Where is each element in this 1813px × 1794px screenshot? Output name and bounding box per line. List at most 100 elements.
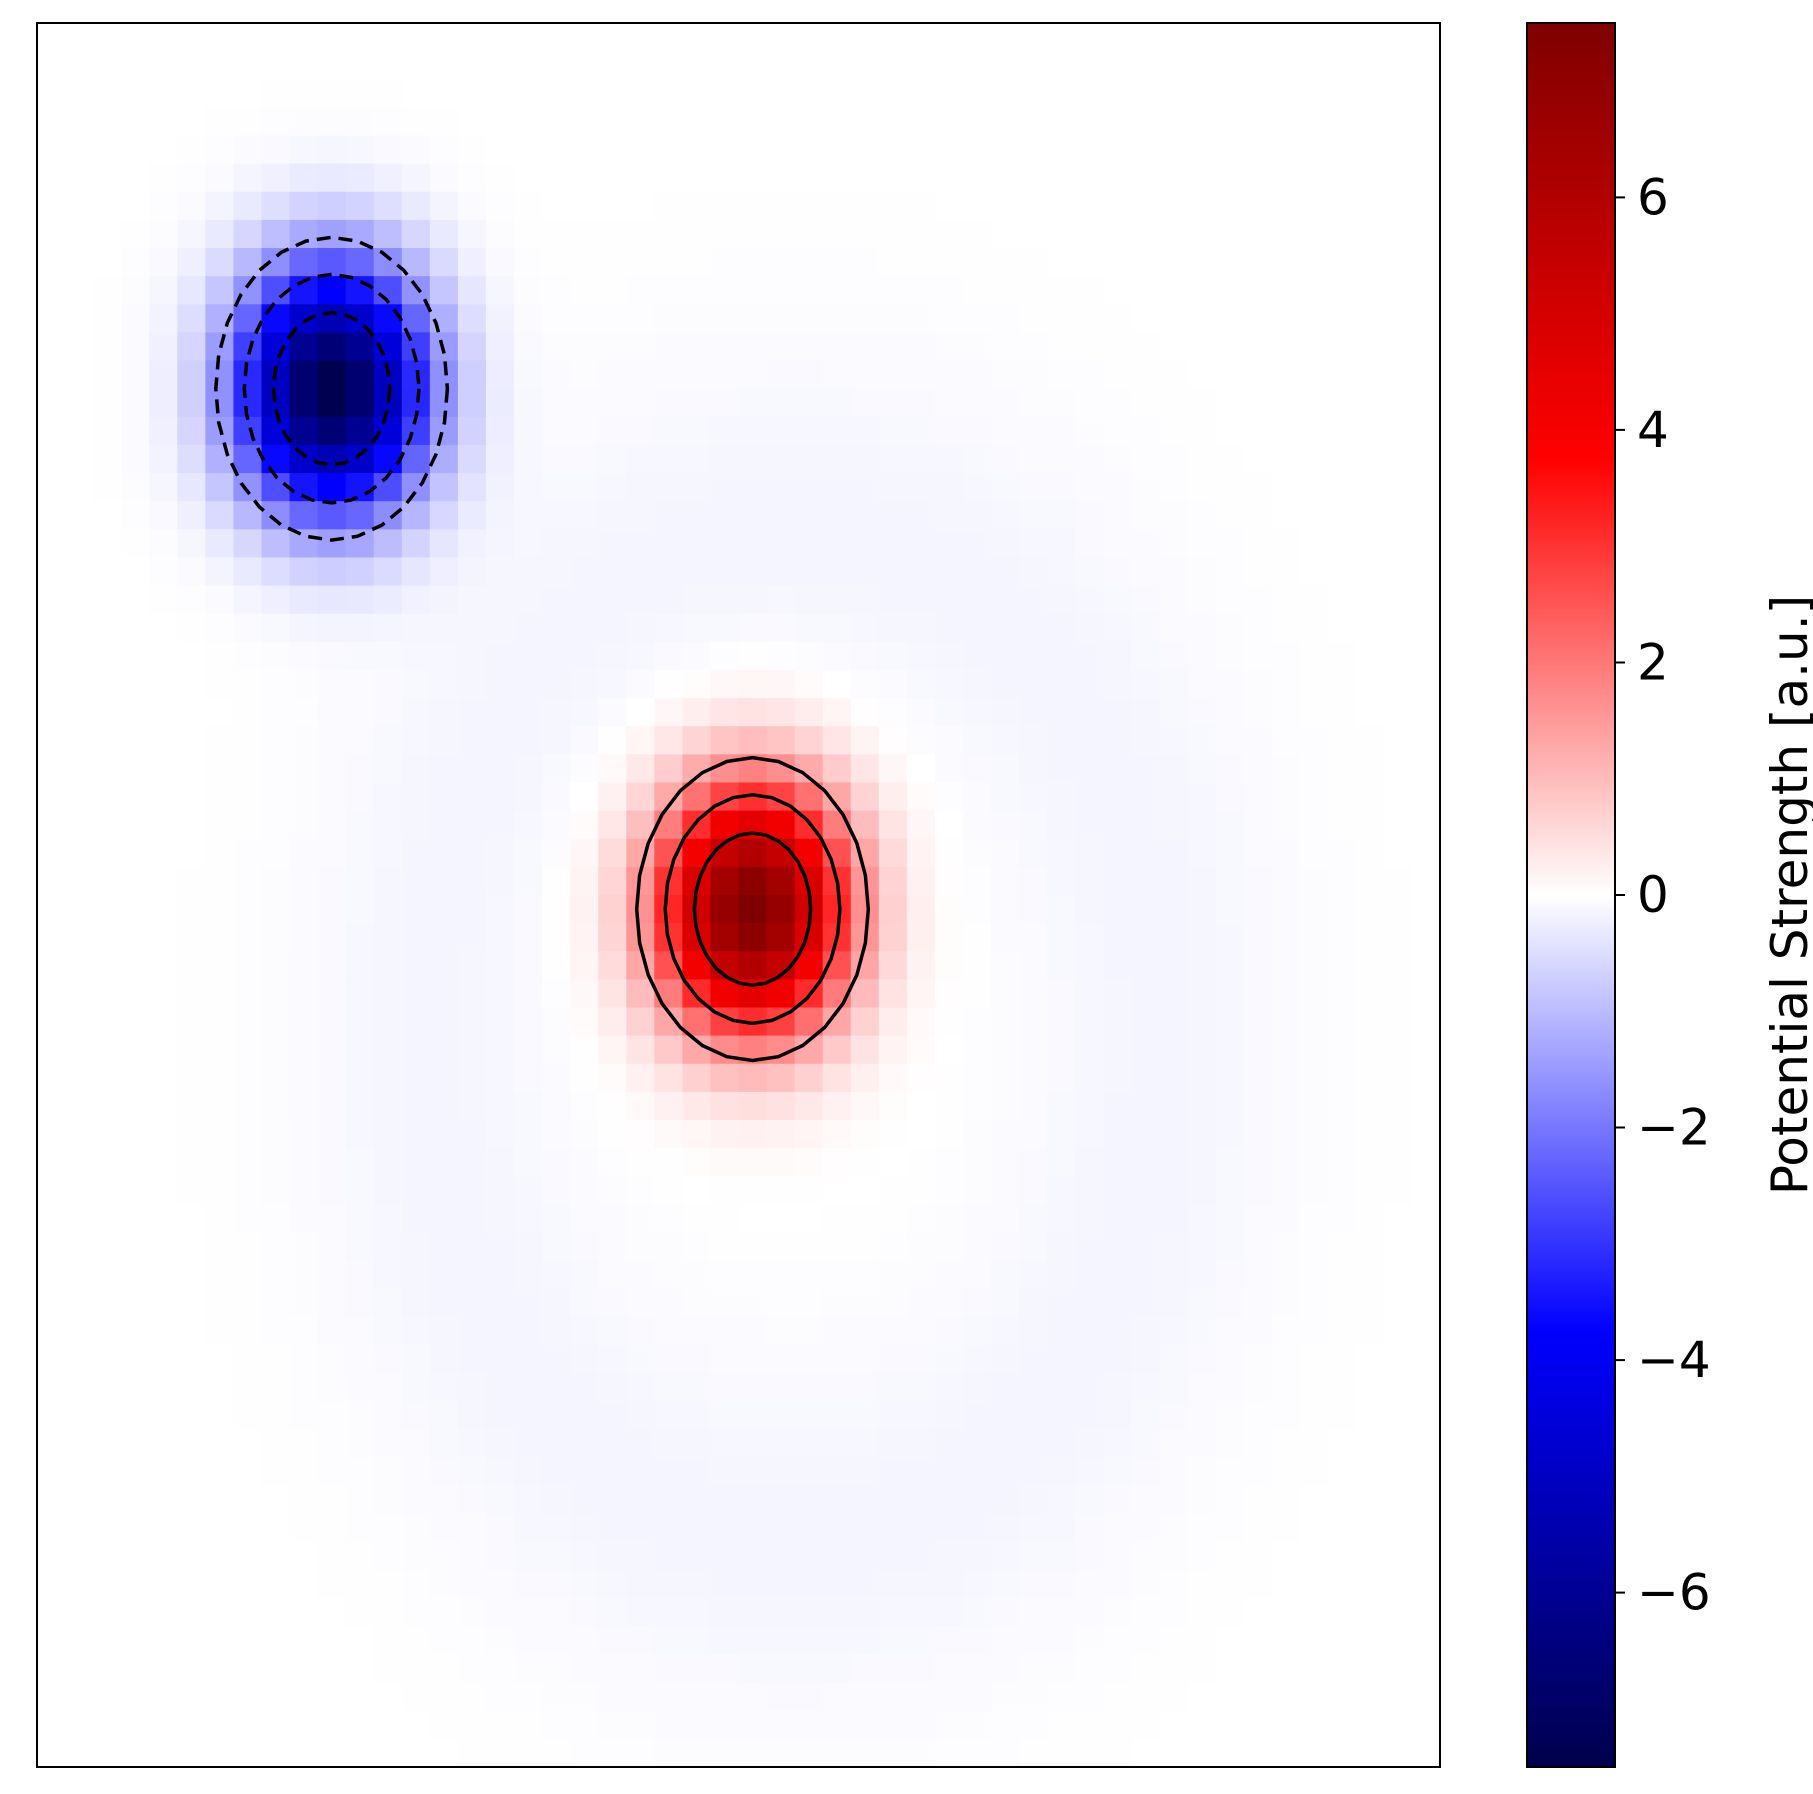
heatmap-cell [1131, 1148, 1160, 1177]
heatmap-cell [794, 1204, 824, 1234]
heatmap-cell [991, 754, 1020, 784]
heatmap-cell [738, 1288, 768, 1318]
heatmap-cell [1411, 838, 1441, 868]
heatmap-cell [401, 1091, 431, 1121]
heatmap-cell [1243, 1401, 1273, 1431]
heatmap-cell [962, 1654, 992, 1684]
heatmap-cell [233, 529, 263, 559]
heatmap-cell [289, 669, 319, 699]
heatmap-cell [289, 529, 319, 559]
heatmap-cell [1019, 754, 1048, 784]
heatmap-cell [934, 276, 964, 305]
heatmap-cell [878, 107, 908, 137]
heatmap-cell [149, 416, 178, 446]
heatmap-cell [766, 1373, 796, 1402]
heatmap-cell [177, 1541, 206, 1571]
heatmap-cell [345, 1035, 375, 1065]
heatmap-cell [457, 641, 487, 671]
heatmap-cell [1047, 1035, 1076, 1065]
heatmap-cell [233, 23, 263, 52]
heatmap-cell [1075, 473, 1104, 502]
heatmap-cell [1243, 641, 1273, 671]
heatmap-cell [962, 895, 992, 924]
heatmap-cell [906, 1063, 936, 1093]
heatmap-cell [991, 163, 1020, 193]
heatmap-cell [626, 1710, 655, 1740]
heatmap-cell [429, 1260, 459, 1290]
heatmap-cell [514, 557, 543, 587]
heatmap-cell [1103, 923, 1132, 952]
heatmap-cell [850, 529, 880, 559]
heatmap-cell [1383, 1570, 1413, 1599]
heatmap-cell [93, 895, 122, 924]
heatmap-cell [514, 388, 543, 418]
heatmap-cell [1411, 1513, 1441, 1543]
heatmap-cell [1103, 1204, 1132, 1234]
heatmap-cell [542, 360, 571, 390]
heatmap-cell [962, 1429, 992, 1459]
heatmap-cell [962, 388, 992, 418]
heatmap-cell [457, 895, 487, 924]
heatmap-cell [906, 1682, 936, 1712]
heatmap-cell [1187, 951, 1217, 980]
heatmap-cell [205, 782, 235, 812]
heatmap-cell [177, 613, 206, 643]
heatmap-cell [1075, 416, 1104, 446]
heatmap-cell [1131, 1401, 1160, 1431]
heatmap-cell [93, 1316, 122, 1346]
heatmap-cell [373, 304, 403, 334]
heatmap-cell [991, 1063, 1020, 1093]
heatmap-cell [598, 1429, 627, 1459]
heatmap-cell [345, 1654, 375, 1684]
heatmap-cell [878, 1288, 908, 1318]
heatmap-cell [542, 529, 571, 559]
heatmap-cell [766, 1485, 796, 1515]
heatmap-cell [1215, 866, 1245, 896]
heatmap-cell [1327, 613, 1357, 643]
heatmap-cell [1075, 782, 1104, 812]
heatmap-cell [1159, 895, 1189, 924]
heatmap-cell [626, 1120, 655, 1149]
heatmap-cell [991, 979, 1020, 1009]
heatmap-cell [429, 1457, 459, 1487]
heatmap-cell [177, 219, 206, 249]
heatmap-cell [850, 1682, 880, 1712]
heatmap-cell [1243, 529, 1273, 559]
heatmap-cell [598, 1541, 627, 1571]
heatmap-cell [710, 1626, 740, 1656]
heatmap-cell [1047, 1316, 1076, 1346]
heatmap-cell [1327, 51, 1357, 80]
heatmap-cell [37, 1176, 66, 1206]
heatmap-cell [1383, 923, 1413, 952]
heatmap-cell [177, 1232, 206, 1262]
heatmap-cell [373, 1204, 403, 1234]
heatmap-cell [542, 79, 571, 108]
heatmap-cell [1159, 1401, 1189, 1431]
heatmap-cell [1215, 1738, 1245, 1768]
heatmap-cell [542, 782, 571, 812]
heatmap-cell [373, 107, 403, 137]
heatmap-cell [93, 923, 122, 952]
heatmap-cell [1075, 79, 1104, 108]
heatmap-cell [1047, 866, 1076, 896]
heatmap-cell [1383, 248, 1413, 277]
heatmap-cell [1327, 1260, 1357, 1290]
heatmap-cell [934, 1288, 964, 1318]
heatmap-cell [1299, 1682, 1329, 1712]
heatmap-cell [1411, 1035, 1441, 1065]
heatmap-cell [766, 613, 796, 643]
heatmap-cell [177, 51, 206, 80]
heatmap-cell [1103, 782, 1132, 812]
heatmap-cell [850, 810, 880, 840]
heatmap-cell [373, 1513, 403, 1543]
heatmap-cell [65, 79, 94, 108]
heatmap-cell [738, 107, 768, 137]
heatmap-cell [65, 895, 94, 924]
heatmap-cell [962, 1485, 992, 1515]
heatmap-cell [822, 1176, 852, 1206]
heatmap-cell [514, 810, 543, 840]
heatmap-cell [1215, 276, 1245, 305]
heatmap-cell [991, 23, 1020, 52]
colorbar-tick-label: 4 [1637, 401, 1669, 459]
heatmap-cell [1411, 191, 1441, 221]
